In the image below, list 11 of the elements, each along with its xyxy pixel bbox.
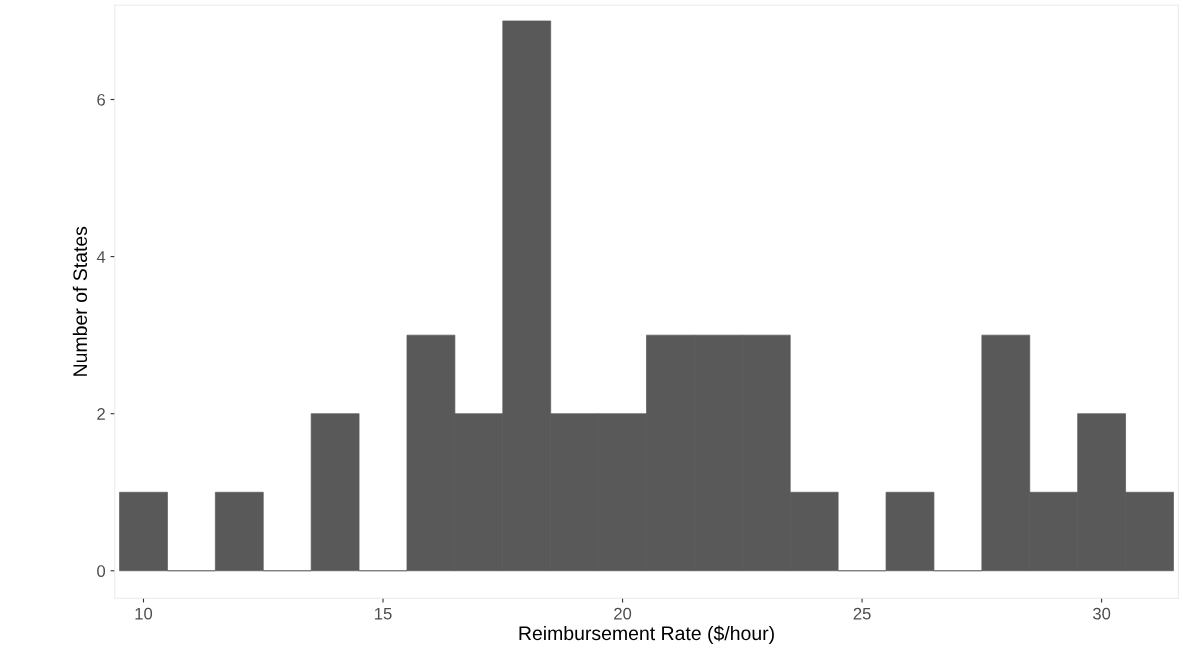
y-tick-label: 4 [96,251,106,263]
x-tick-label: 10 [135,607,153,620]
y-tick-label: 6 [97,93,105,106]
x-tick-label: 25 [853,607,871,620]
y-tick-label: 0 [97,565,106,577]
x-tick-label: 15 [375,607,392,620]
y-tick-label: 2 [97,408,105,420]
x-tick-label: 20 [614,607,632,620]
x-axis-title: Reimbursement Rate ($/hour) [519,625,774,645]
y-axis-title: Number of States [72,226,88,376]
x-tick-label: 30 [1092,607,1111,620]
